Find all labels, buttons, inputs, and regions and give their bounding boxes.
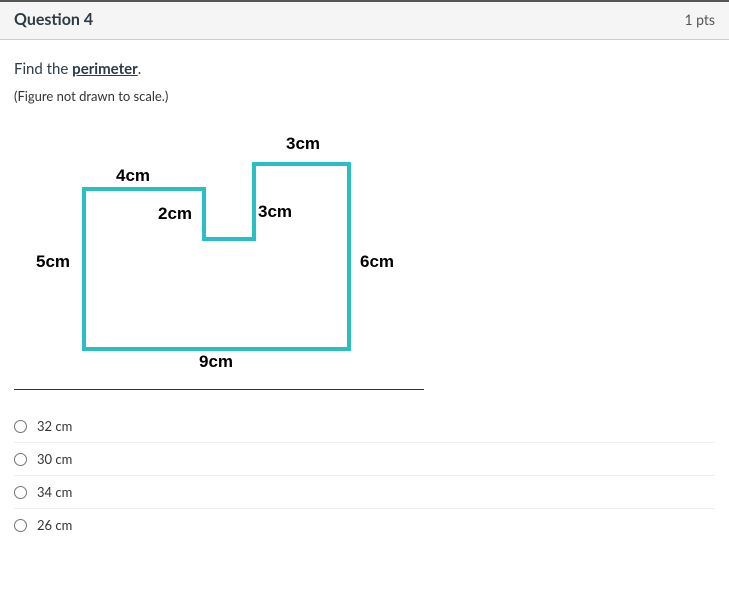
question-container: Question 4 1 pts Find the perimeter. (Fi…	[0, 0, 729, 553]
figure-baseline	[14, 389, 424, 390]
answer-option[interactable]: 26 cm	[14, 508, 715, 541]
answer-label: 32 cm	[37, 418, 72, 434]
answer-option[interactable]: 34 cm	[14, 475, 715, 508]
figure: 3cm 4cm 2cm 3cm 6cm 5cm 9cm	[14, 124, 424, 379]
dim-top-left: 4cm	[116, 166, 150, 186]
dim-notch-left: 2cm	[158, 204, 192, 224]
dim-right: 6cm	[360, 252, 394, 272]
dim-top-right: 3cm	[286, 134, 320, 154]
prompt-lead: Find the	[14, 60, 72, 78]
answer-label: 30 cm	[37, 451, 72, 467]
answer-radio[interactable]	[14, 453, 27, 466]
scale-note: (Figure not drawn to scale.)	[14, 88, 715, 104]
answer-list: 32 cm 30 cm 34 cm 26 cm	[0, 410, 729, 553]
question-body: Find the perimeter. (Figure not drawn to…	[0, 40, 729, 390]
dim-notch-right: 3cm	[258, 202, 292, 222]
dim-left: 5cm	[36, 252, 70, 272]
question-header: Question 4 1 pts	[0, 0, 729, 40]
answer-radio[interactable]	[14, 486, 27, 499]
answer-radio[interactable]	[14, 519, 27, 532]
question-points: 1 pts	[684, 11, 715, 28]
answer-label: 34 cm	[37, 484, 72, 500]
dim-bottom: 9cm	[199, 352, 233, 372]
shape-polygon	[84, 164, 349, 349]
question-prompt: Find the perimeter.	[14, 60, 715, 78]
answer-option[interactable]: 30 cm	[14, 442, 715, 475]
answer-option[interactable]: 32 cm	[14, 410, 715, 442]
question-title: Question 4	[14, 10, 93, 29]
answer-label: 26 cm	[37, 517, 72, 533]
prompt-keyword: perimeter	[72, 60, 138, 78]
prompt-trail: .	[138, 60, 142, 78]
answer-radio[interactable]	[14, 420, 27, 433]
